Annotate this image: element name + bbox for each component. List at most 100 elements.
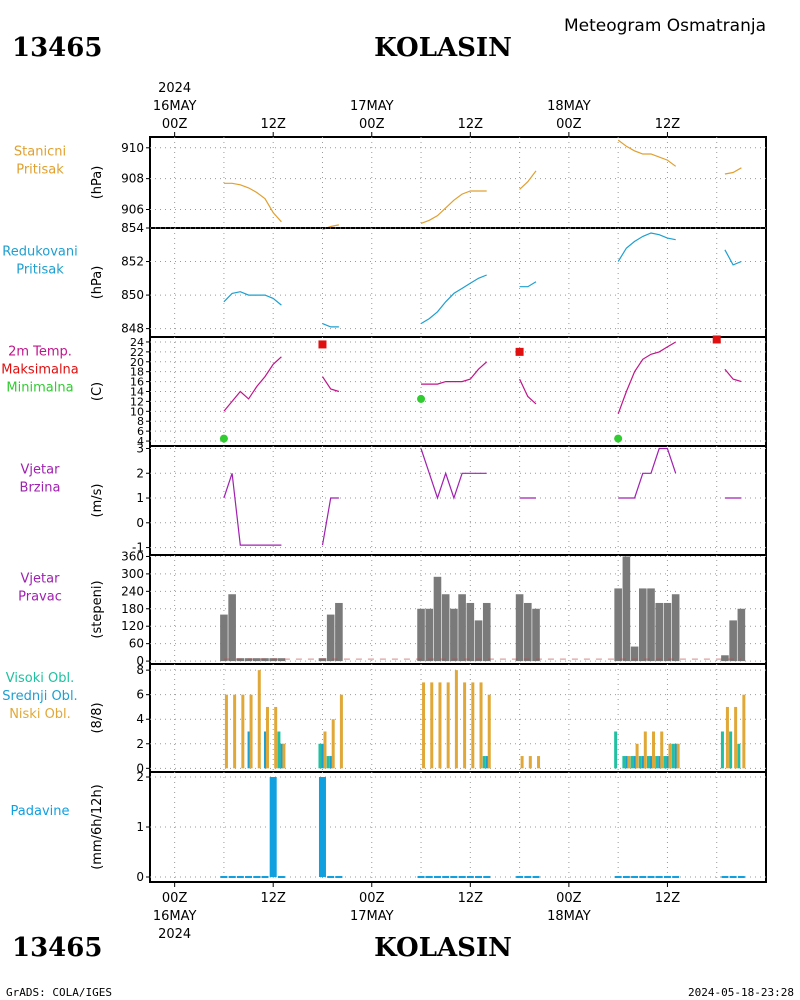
wind-direction-bar [433,576,442,662]
precip-bar [327,876,335,878]
cloud-bar-low [331,719,335,769]
cloud-bar-high [729,731,733,769]
pressure_station-line [420,190,487,224]
pressure_station-line [223,182,282,223]
precipitation-ytick-label: 1 [136,820,144,834]
precipitation-ytick-label: 0 [136,870,144,884]
temperature-label: Minimalna [6,381,73,396]
pressure_reduced-line [617,232,676,262]
pressure_reduced-line [724,249,742,266]
wind-direction-bar [614,588,622,662]
tmin-marker [614,434,623,443]
precip-bar [729,876,737,878]
precip-bar [622,876,630,878]
pressure_reduced-line [223,291,282,306]
timestamp-text: 2024-05-18-23:28 [688,986,794,999]
precip-bar [417,876,425,878]
cloud-bar-high [318,743,322,769]
cloud-bar-high [277,731,281,769]
wind_speed-frame [149,445,767,556]
wind_direction-ytick-label: 120 [121,619,144,633]
cloud-bar-low [257,670,261,769]
precip-bar [269,777,277,877]
precip-bar [672,876,680,878]
wind_speed-label: Brzina [20,481,61,496]
precip-bar [450,876,458,878]
pressure_reduced-ytick-label: 848 [121,322,144,336]
pressure_station-ytick-label: 906 [121,202,144,216]
cloud-bar-low [422,682,426,769]
clouds-ytick-label: 6 [136,688,144,702]
pressure_reduced-label: Pritisak [16,263,64,278]
pressure_station-label: Stanicni [14,145,66,160]
plot-layer: 906908910(hPa)StanicniPritisak8488508528… [1,81,767,942]
cloud-bar-low [323,731,327,769]
cloud-bar-low [742,694,746,769]
bottom-time-label: 12Z [655,891,681,906]
precip-bar [261,876,269,878]
top-time-label: 00Z [162,117,188,132]
wind_speed-ytick-label: 1 [136,491,144,505]
wind-direction-bar [261,658,269,662]
wind_speed-line [618,447,677,499]
temperature-line [724,368,742,383]
pressure_station-line [617,139,677,167]
cloud-bar-low [528,756,532,769]
cloud-bar-mid [247,731,251,769]
wind-direction-bar [721,655,729,662]
pressure_reduced-line [519,281,537,288]
wind_speed-line [223,473,282,546]
pressure_reduced-ylabel: (hPa) [90,266,105,300]
tmax-marker [318,340,327,349]
wind_speed-ytick-label: 2 [136,466,144,480]
cloud-bar-low [676,743,680,769]
cloud-bar-low [487,694,491,769]
precip-bar [458,876,466,878]
cloud-bar-low [233,694,237,769]
temperature-ylabel: (C) [90,382,105,401]
wind_direction-ytick-label: 360 [121,549,144,563]
wind-direction-bar [417,608,425,662]
precip-bar [639,876,647,878]
temperature-line [519,378,537,405]
precipitation-label: Padavine [11,804,70,819]
wind_direction-ytick-label: 60 [129,637,144,651]
temperature-line [321,376,340,393]
cloud-bar-low [479,682,483,769]
wind_speed-line [321,497,339,546]
top-time-label: 12Z [458,117,484,132]
precip-bar [335,876,343,878]
cloud-bar-low [635,743,639,769]
temperature-ytick-label: 6 [137,425,144,438]
wind_speed-ylabel: (m/s) [90,484,105,518]
top-year-label: 2024 [158,81,191,96]
cloud-bar-mid [650,756,654,769]
cloud-bar-low [430,682,434,769]
wind-direction-bar [236,658,245,662]
clouds-ylabel: (8/8) [90,702,105,733]
precip-bar [516,876,524,878]
cloud-bar-high [638,756,642,769]
top-time-label: 00Z [556,117,582,132]
wind-direction-bar [252,658,261,662]
clouds-ytick-label: 0 [136,761,144,775]
cloud-bar-low [454,670,458,769]
temperature-frame [149,336,767,447]
wind-direction-bar [524,602,532,662]
station-name-bottom: KOLASIN [374,933,512,963]
cloud-bar-mid [485,756,489,769]
pressure_station-line [724,167,742,175]
wind-direction-bar [326,614,335,662]
pressure_station-ytick-label: 910 [121,141,144,155]
precip-bar [532,876,540,878]
pressure_reduced-line [322,323,339,328]
temperature-ytick-label: 16 [130,376,144,389]
wind-direction-bar [318,658,327,662]
precip-bar [631,876,639,878]
wind_direction-ytick-label: 300 [121,567,144,581]
wind-direction-bar [622,556,631,662]
bottom-date-label: 18MAY [547,909,591,924]
pressure_station-ytick-label: 908 [121,172,144,186]
wind-direction-bar [425,608,434,662]
wind-direction-bar [474,620,483,662]
